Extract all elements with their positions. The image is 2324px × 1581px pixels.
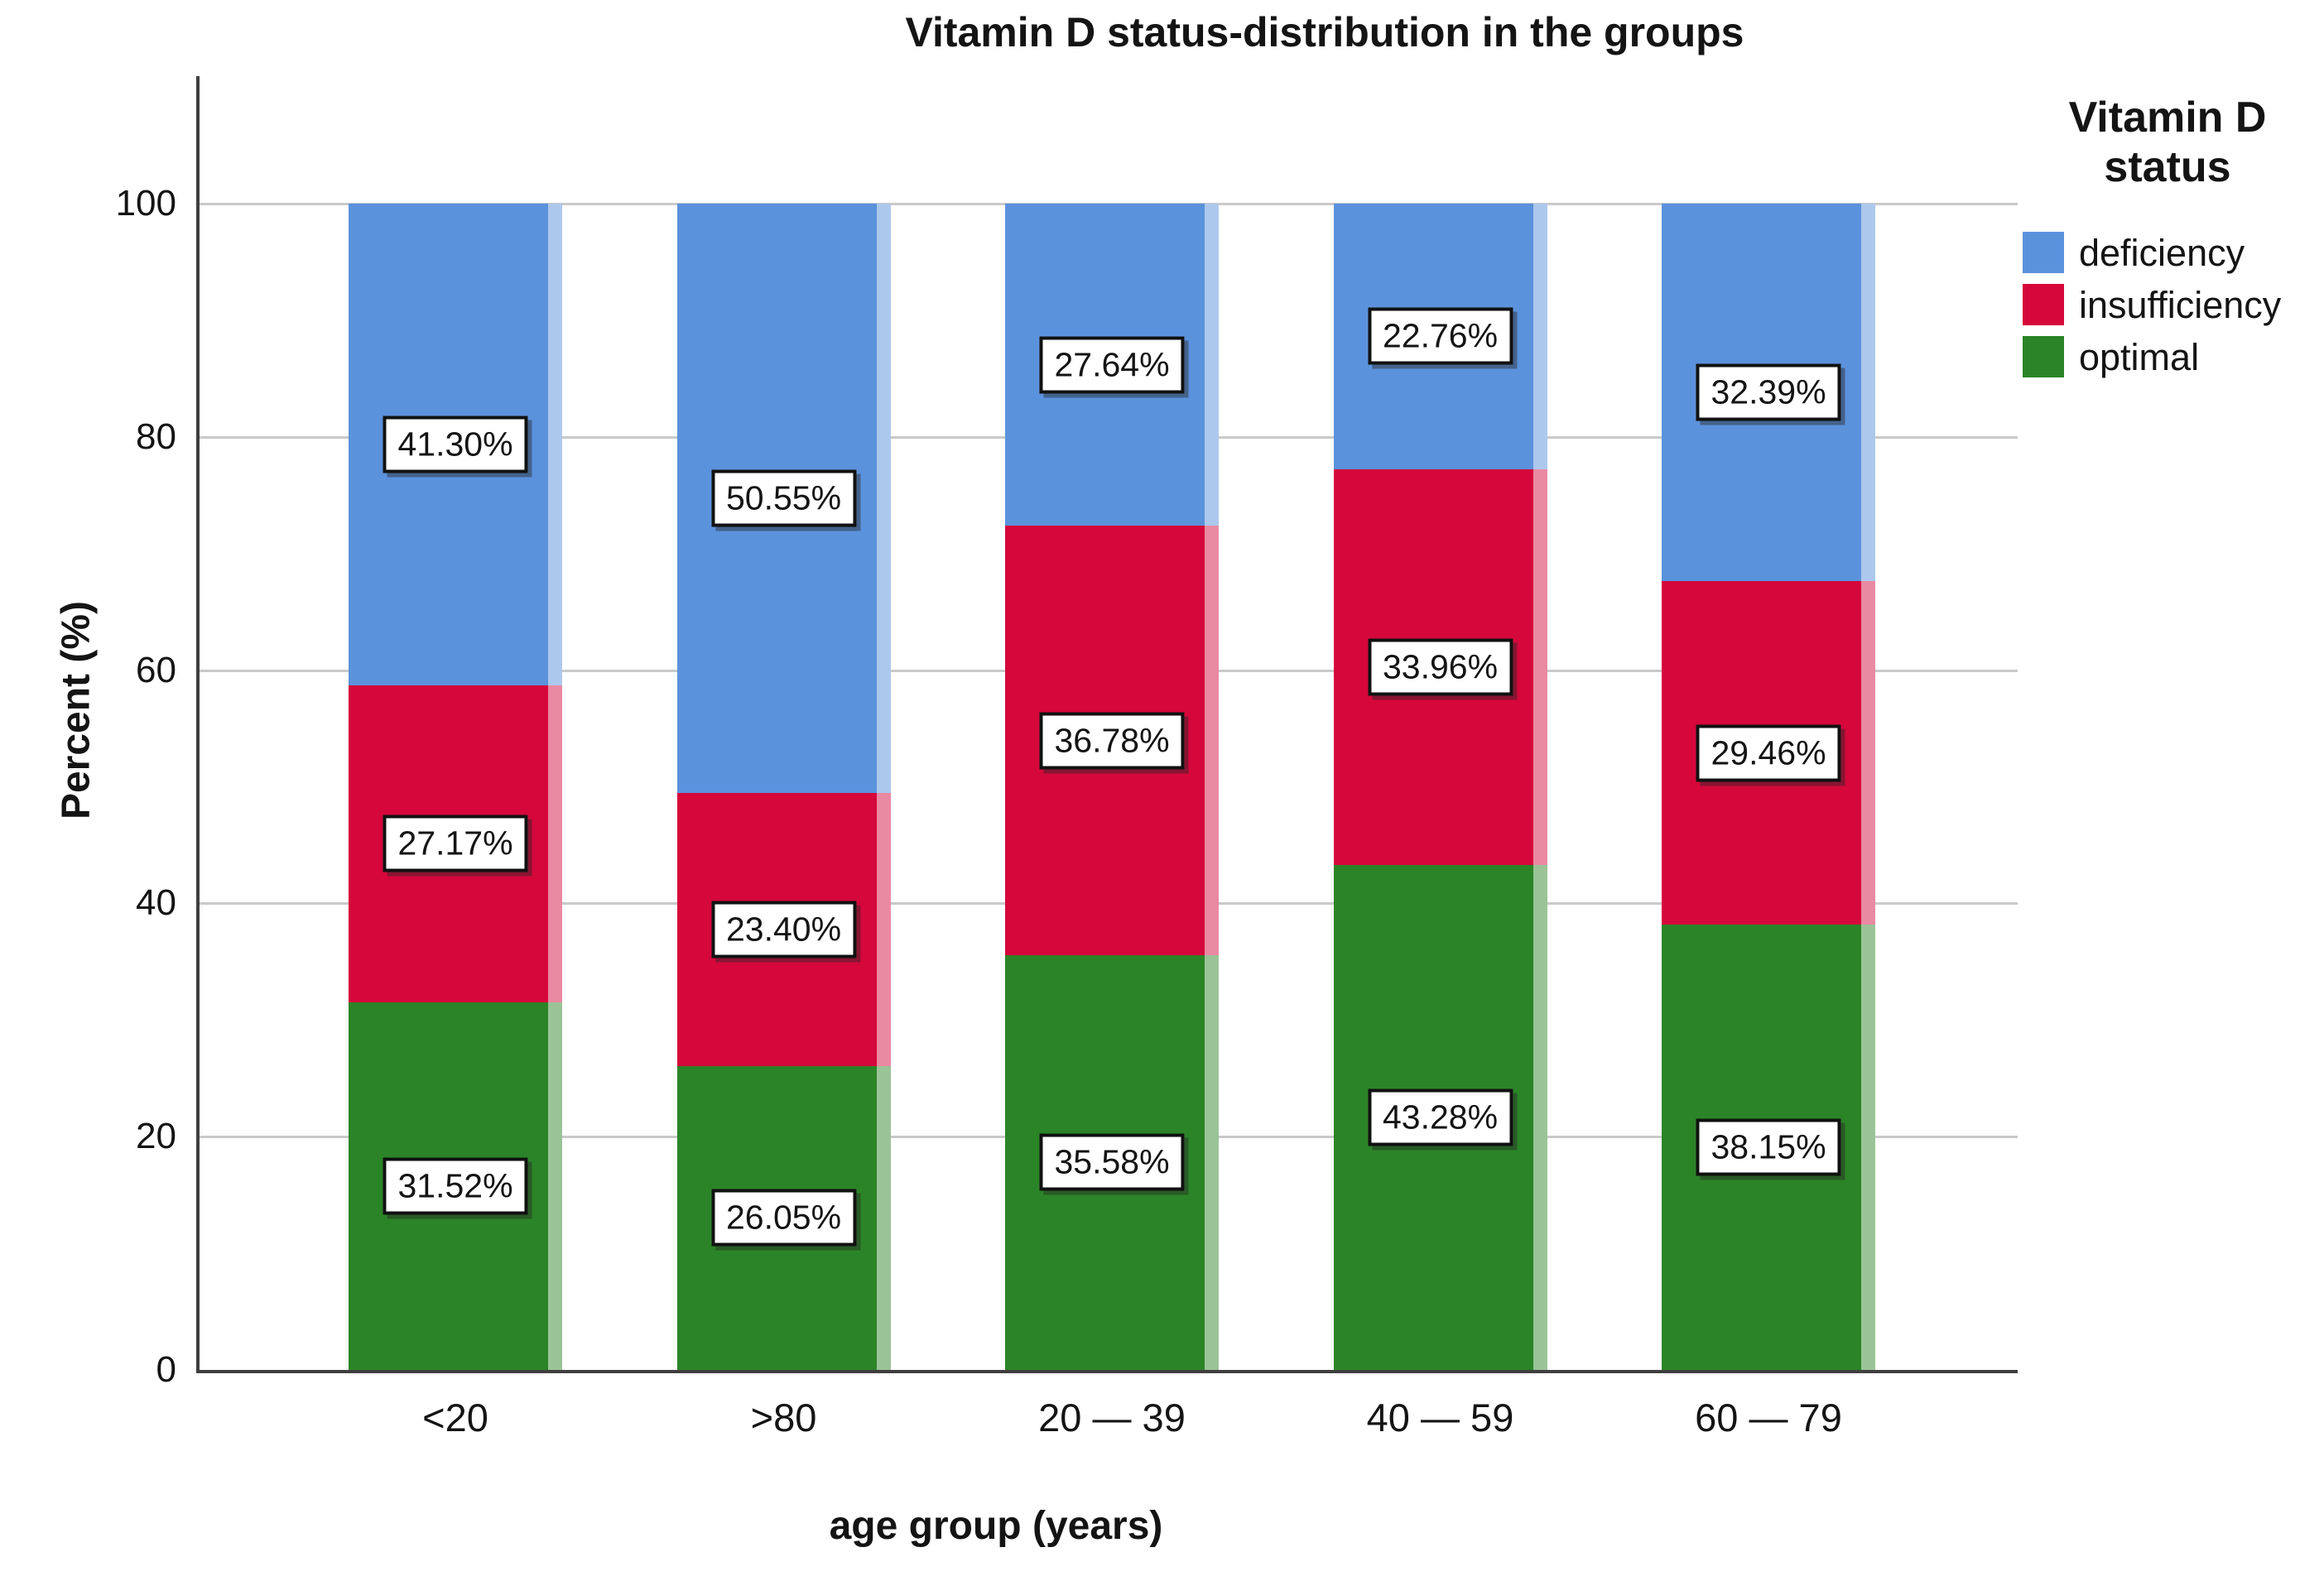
chart-title: Vitamin D status-distribution in the gro… (905, 9, 1744, 55)
legend: deficiency insufficiency optimal (2023, 232, 2281, 388)
x-tick-label-60 — 79: 60 — 79 (1695, 1396, 1842, 1439)
value-label-optimal: 26.05% (710, 1189, 857, 1247)
y-axis-title: Percent (%) (54, 600, 99, 820)
x-tick-label-20 — 39: 20 — 39 (1038, 1396, 1186, 1439)
value-label-optimal: 43.28% (1367, 1088, 1513, 1146)
legend-title-line-2: status (2104, 143, 2231, 191)
legend-label-deficiency: deficiency (2079, 231, 2245, 274)
legend-entry-deficiency: deficiency (2023, 232, 2281, 273)
bar-40 — 59: 43.28% 33.96% 22.76% (1333, 204, 1547, 1370)
value-label-insufficiency: 29.46% (1696, 724, 1841, 782)
plot-area: 0 20 40 60 80 100 31.52% 27.17% 41.30% <20 26.05% 2… (116, 76, 2018, 1437)
value-label-deficiency: 41.30% (383, 416, 528, 473)
value-label-deficiency: 50.55% (710, 469, 857, 527)
bar-60 — 79: 38.15% 29.46% 32.39% (1662, 204, 1875, 1370)
value-label-deficiency: 22.76% (1367, 307, 1513, 365)
legend-title-line-1: Vitamin D (2068, 94, 2267, 142)
x-axis-title: age group (years) (829, 1504, 1163, 1548)
legend-label-optimal: optimal (2079, 335, 2200, 378)
value-label-deficiency: 32.39% (1696, 363, 1841, 421)
value-label-deficiency: 27.64% (1039, 336, 1185, 394)
y-tick-label-40: 40 (136, 882, 176, 924)
value-label-insufficiency: 23.40% (710, 901, 857, 959)
y-tick-label-20: 20 (136, 1116, 176, 1157)
y-tick-label-100: 100 (115, 183, 176, 223)
legend-swatch-insufficiency-icon (2023, 284, 2064, 325)
bar-<20: 31.52% 27.17% 41.30% (349, 204, 562, 1370)
value-label-insufficiency: 36.78% (1039, 712, 1185, 770)
bar->80: 26.05% 23.40% 50.55% (676, 204, 891, 1370)
value-label-insufficiency: 27.17% (383, 815, 528, 872)
x-tick-label-<20: <20 (422, 1396, 488, 1439)
value-label-optimal: 31.52% (383, 1157, 528, 1215)
legend-label-insufficiency: insufficiency (2079, 283, 2282, 326)
value-label-optimal: 38.15% (1696, 1118, 1841, 1176)
legend-title: Vitamin D status (2027, 93, 2308, 192)
y-tick-label-0: 0 (156, 1349, 176, 1390)
legend-entry-insufficiency: insufficiency (2023, 284, 2281, 325)
y-tick-label-80: 80 (136, 416, 176, 457)
x-tick-label->80: >80 (750, 1396, 817, 1439)
y-tick-label-60: 60 (136, 649, 176, 690)
x-tick-label-40 — 59: 40 — 59 (1366, 1396, 1514, 1439)
legend-entry-optimal: optimal (2023, 336, 2281, 377)
legend-swatch-deficiency-icon (2023, 232, 2064, 273)
value-label-insufficiency: 33.96% (1367, 638, 1513, 696)
bar-20 — 39: 35.58% 36.78% 27.64% (1005, 204, 1219, 1370)
value-label-optimal: 35.58% (1039, 1133, 1185, 1191)
legend-swatch-optimal-icon (2023, 336, 2064, 377)
